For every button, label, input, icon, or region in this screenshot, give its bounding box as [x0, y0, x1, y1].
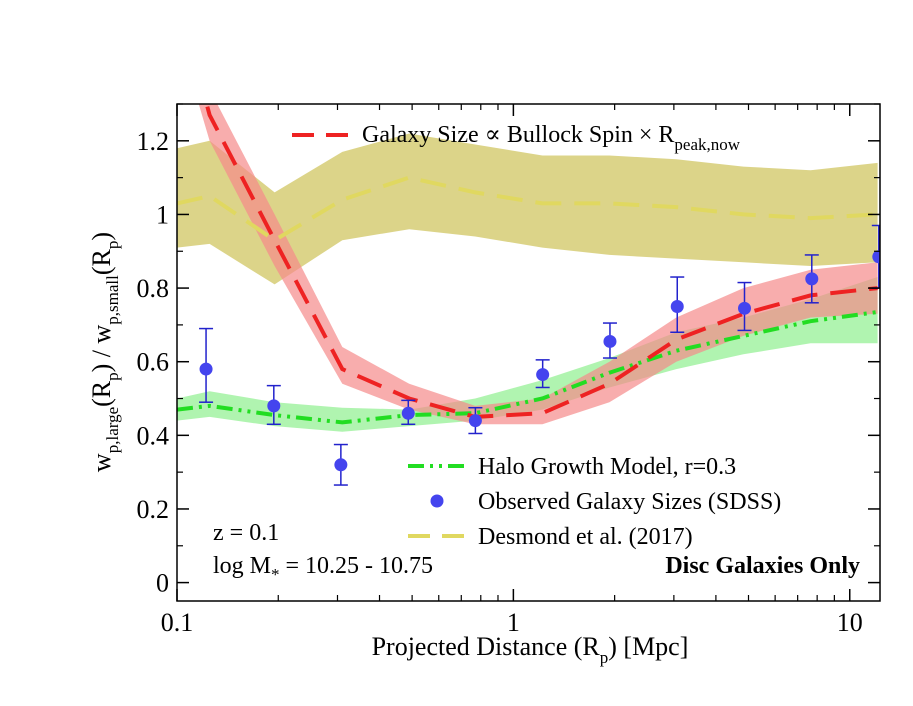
desmond-et-al-2017-band [177, 133, 878, 285]
annotation-redshift: z = 0.1 [213, 520, 279, 546]
desmond-et-al-2017-line [177, 175, 878, 243]
annotation-disc-only: Disc Galaxies Only [665, 553, 860, 579]
sdss-data-point [536, 368, 550, 382]
galaxy-size-bullock-spin-r-line [204, 104, 878, 419]
sdss-data-point [401, 406, 415, 420]
x-tick-label: 1 [507, 608, 520, 637]
annotation-stellar-mass: log M* = 10.25 - 10.75 [213, 553, 433, 584]
legend-label-bullock: Galaxy Size ∝ Bullock Spin × Rpeak,now [362, 122, 741, 154]
sdss-data-point [267, 399, 281, 413]
sdss-data-point [737, 301, 751, 315]
sdss-data-point [199, 362, 213, 376]
y-tick-label: 1.2 [137, 127, 170, 156]
axis-ticks: 0 0.2 0.4 0.6 0.8 1 1.2 0.1 1 10 [137, 103, 880, 637]
sdss-data-point [603, 334, 617, 348]
sdss-data-point [468, 414, 482, 428]
sdss-data-point [805, 272, 819, 286]
y-tick-label: 0 [156, 569, 169, 598]
y-tick-label: 0.2 [137, 495, 170, 524]
x-tick-label: 0.1 [161, 608, 194, 637]
legend-label-sdss: Observed Galaxy Sizes (SDSS) [478, 489, 781, 515]
y-tick-label: 0.8 [137, 274, 170, 303]
x-axis-title: Projected Distance (Rp) [Mpc] [372, 632, 689, 667]
y-axis-title: wp,large(Rp) / wp,small(Rp) [87, 232, 122, 472]
model-lines [177, 104, 878, 425]
sdss-data-point [670, 299, 684, 313]
legend-label-halo: Halo Growth Model, r=0.3 [478, 454, 736, 480]
y-tick-label: 1 [156, 200, 169, 229]
x-tick-label: 10 [837, 608, 863, 637]
legend-top: Galaxy Size ∝ Bullock Spin × Rpeak,now [292, 122, 741, 154]
legend-swatch-sdss [430, 494, 444, 508]
observed-points [199, 224, 880, 486]
legend-bottom: Halo Growth Model, r=0.3 Observed Galaxy… [408, 454, 781, 550]
sdss-data-point [872, 250, 880, 264]
y-tick-label: 0.4 [137, 421, 170, 450]
sdss-data-point [334, 458, 348, 472]
legend-label-desmond: Desmond et al. (2017) [478, 524, 693, 550]
plot-frame [176, 103, 881, 602]
halo-growth-model-r-0-3-line [177, 310, 878, 425]
y-tick-label: 0.6 [137, 348, 170, 377]
